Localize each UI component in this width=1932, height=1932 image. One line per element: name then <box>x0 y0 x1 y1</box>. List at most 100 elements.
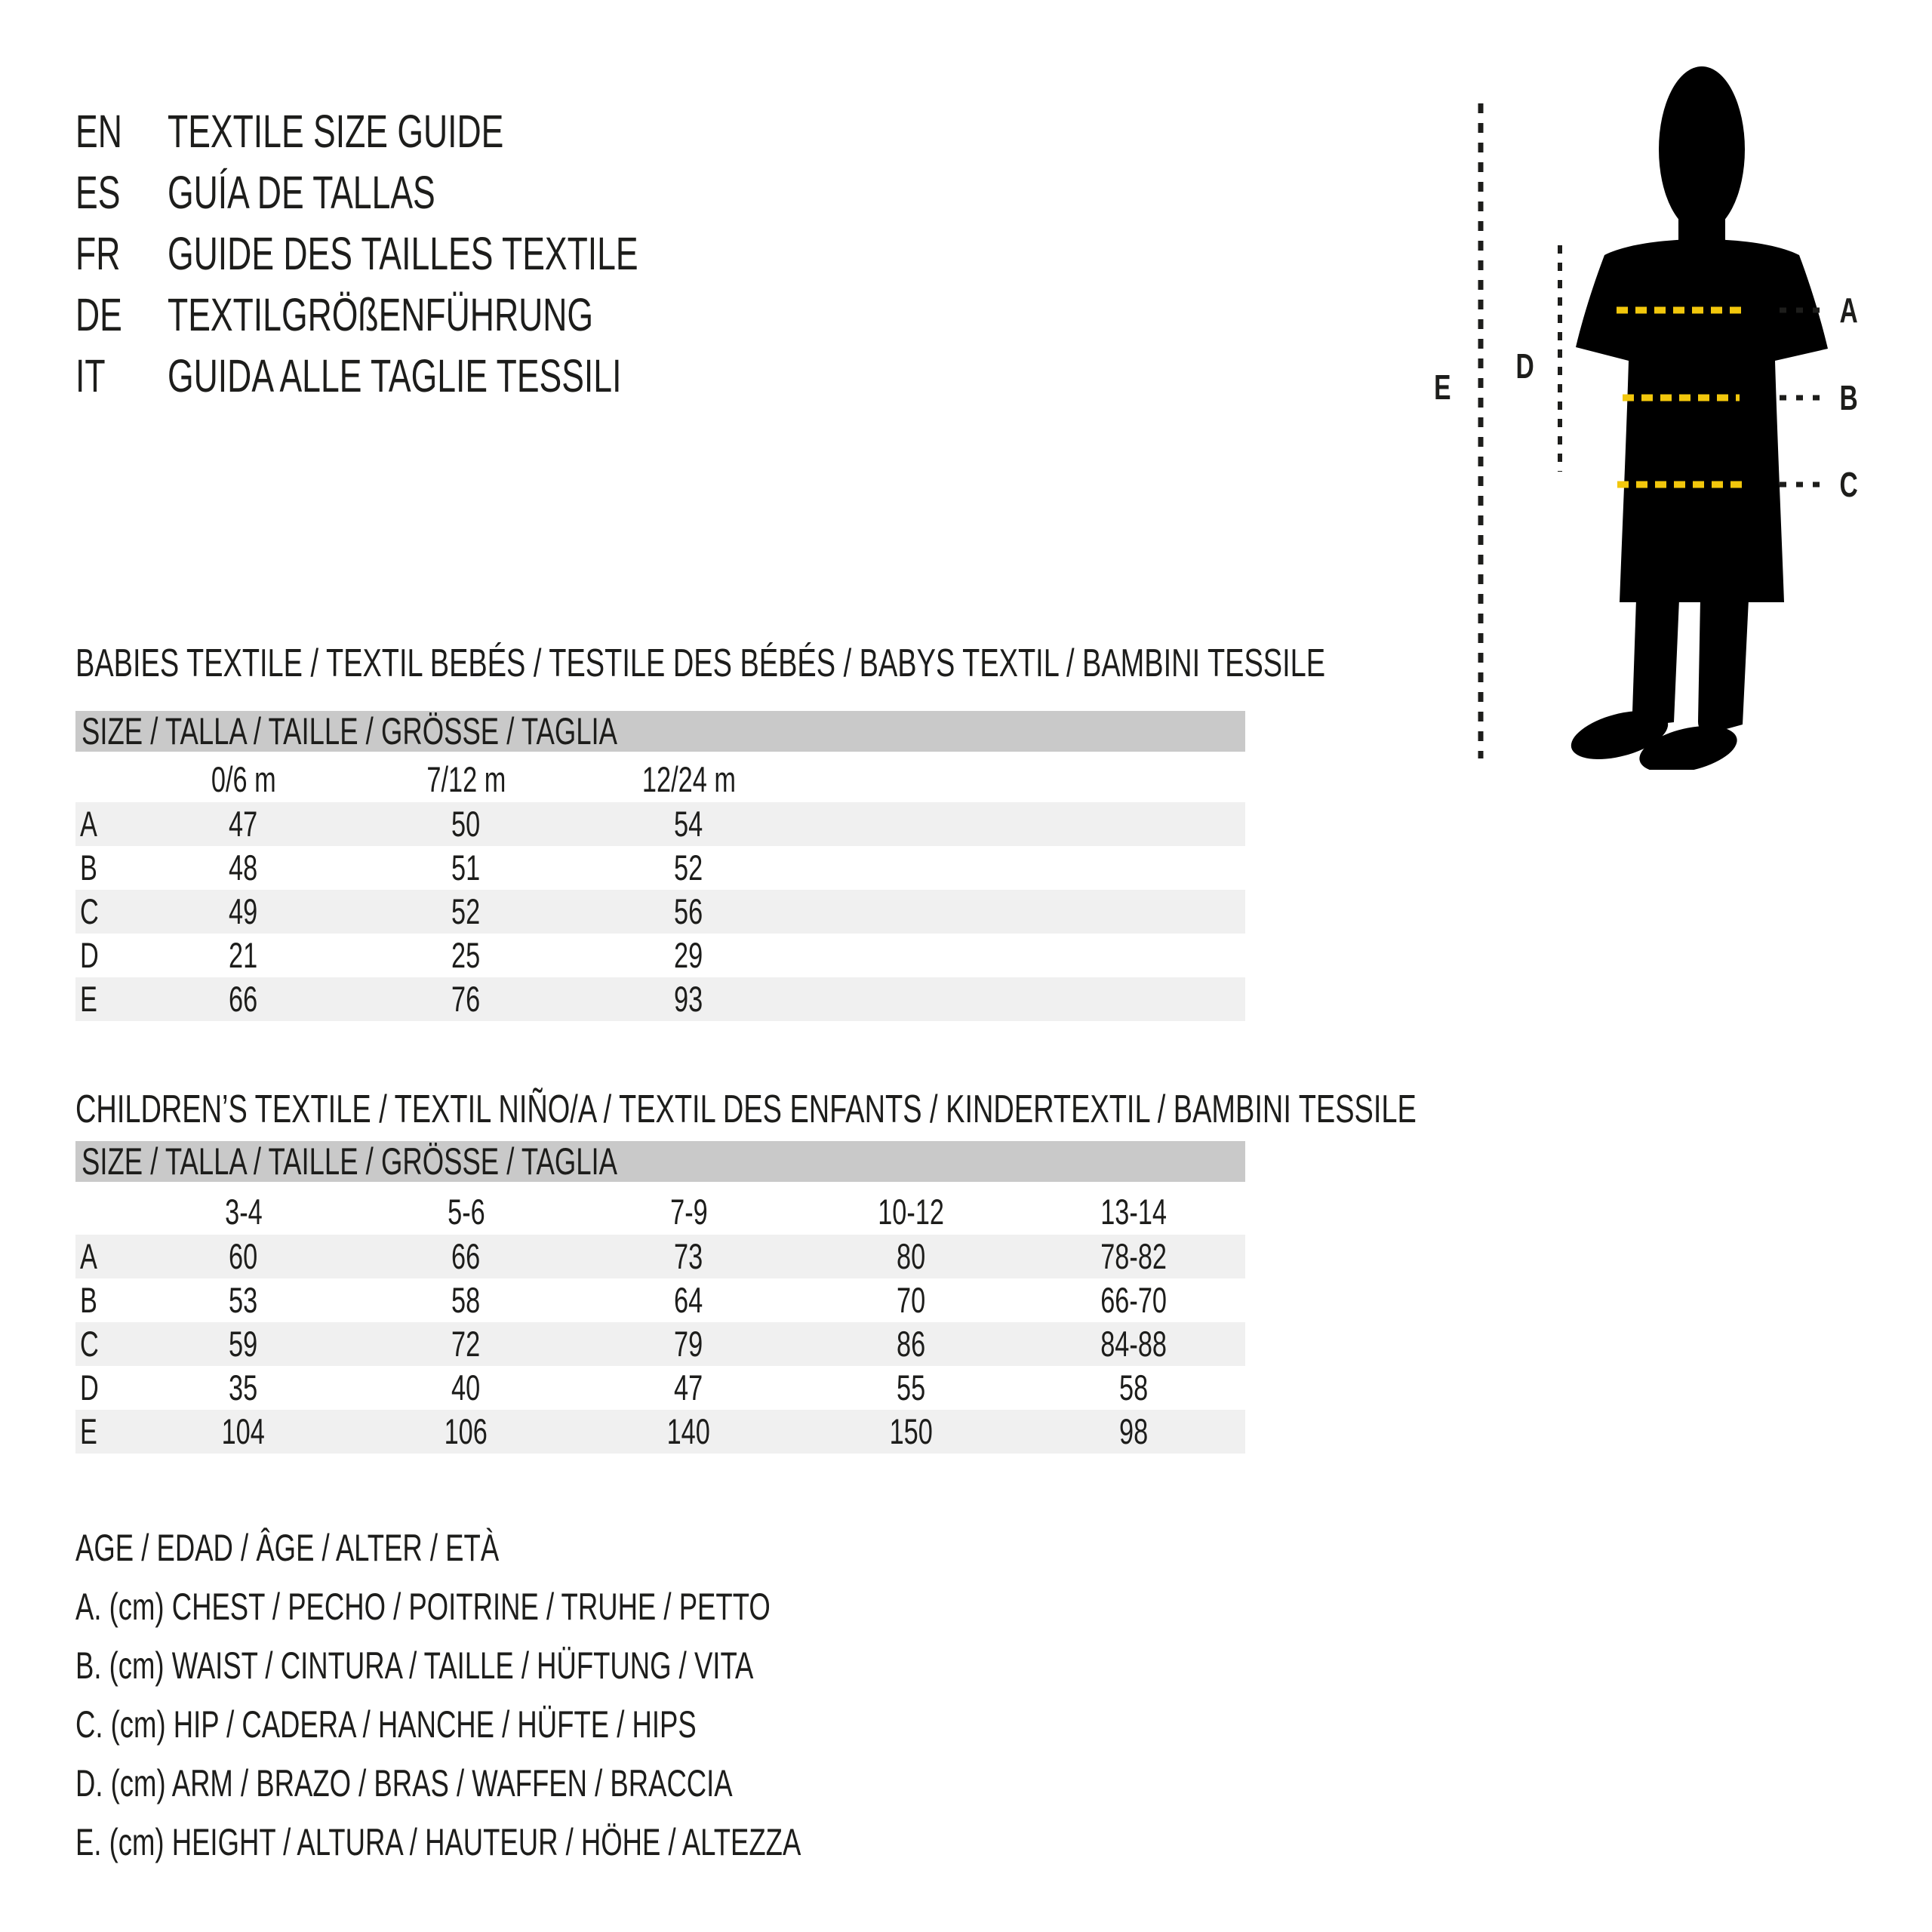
table-row: E 66 76 93 <box>75 977 1245 1021</box>
table-row: E 104 106 140 150 98 <box>75 1410 1245 1454</box>
babies-table-body: A 47 50 54 B 48 51 52 C 49 52 56 D 21 25 29 E 66 76 93 <box>75 802 1245 1021</box>
table-cell <box>1023 802 1245 846</box>
language-guide-title: TEXTILE SIZE GUIDE <box>168 106 504 157</box>
column-header: 13-14 <box>1100 1192 1168 1232</box>
column-header: 7/12 m <box>426 759 506 799</box>
table-cell: 58 <box>451 1280 481 1320</box>
children-table-title: CHILDREN’S TEXTILE / TEXTIL NIÑO/A / TEX… <box>75 1088 1417 1131</box>
row-label: B <box>80 848 97 888</box>
table-cell <box>1023 890 1245 934</box>
table-row: B 48 51 52 <box>75 846 1245 890</box>
table-cell: 21 <box>229 935 258 975</box>
table-cell <box>800 846 1023 890</box>
column-header: 7-9 <box>669 1192 708 1232</box>
figure-label-b: B <box>1839 378 1859 417</box>
table-cell: 54 <box>674 804 703 844</box>
table-cell: 49 <box>229 891 258 931</box>
children-size-header-band: SIZE / TALLA / TAILLE / GRÖSSE / TAGLIA <box>75 1141 1245 1182</box>
table-cell: 66 <box>451 1236 481 1276</box>
table-cell: 72 <box>451 1324 481 1364</box>
language-row: IT GUIDA ALLE TAGLIE TESSILI <box>75 346 812 407</box>
table-cell <box>800 934 1023 977</box>
figure-left-shoe <box>1571 711 1669 759</box>
table-cell: 70 <box>897 1280 926 1320</box>
language-code: DE <box>75 289 122 340</box>
language-row: FR GUIDE DES TAILLES TEXTILE <box>75 223 812 285</box>
row-label: C <box>80 1324 99 1364</box>
table-row: B 53 58 64 70 66-70 <box>75 1278 1245 1322</box>
measurement-legend: AGE / EDAD / ÂGE / ALTER / ETÀ A. (cm) CH… <box>75 1518 1069 1872</box>
table-cell: 53 <box>229 1280 258 1320</box>
language-code: FR <box>75 228 121 279</box>
legend-line: A. (cm) CHEST / PECHO / POITRINE / TRUHE… <box>75 1586 771 1628</box>
table-cell: 150 <box>889 1411 934 1451</box>
language-row: ES GUÍA DE TALLAS <box>75 162 812 223</box>
table-cell <box>1023 977 1245 1021</box>
table-cell: 55 <box>897 1367 926 1407</box>
language-row: EN TEXTILE SIZE GUIDE <box>75 101 812 162</box>
row-label: D <box>80 935 99 975</box>
language-guide-title: TEXTILGRÖßENFÜHRUNG <box>168 289 594 340</box>
table-cell: 104 <box>221 1411 266 1451</box>
table-cell: 51 <box>451 848 481 888</box>
table-cell: 40 <box>451 1367 481 1407</box>
table-cell: 80 <box>897 1236 926 1276</box>
table-cell: 79 <box>674 1324 703 1364</box>
table-row: C 59 72 79 86 84-88 <box>75 1322 1245 1366</box>
children-column-header-row: 3-4 5-6 7-9 10-12 13-14 <box>75 1191 1245 1233</box>
table-cell: 50 <box>451 804 481 844</box>
legend-line: B. (cm) WAIST / CINTURA / TAILLE / HÜFTU… <box>75 1644 754 1687</box>
figure-head <box>1659 66 1745 232</box>
language-title-list: EN TEXTILE SIZE GUIDE ES GUÍA DE TALLAS FR GU… <box>75 101 812 407</box>
babies-size-table: BABIES TEXTILE / TEXTIL BEBÉS / TESTILE … <box>75 644 1325 1023</box>
row-label: C <box>80 891 99 931</box>
table-cell: 56 <box>674 891 703 931</box>
language-code: ES <box>75 167 121 218</box>
table-cell: 35 <box>229 1367 258 1407</box>
table-cell: 106 <box>444 1411 488 1451</box>
legend-line: C. (cm) HIP / CADERA / HANCHE / HÜFTE / … <box>75 1703 697 1746</box>
table-cell: 29 <box>674 935 703 975</box>
table-cell: 84-88 <box>1100 1324 1168 1364</box>
column-header: 12/24 m <box>641 759 736 799</box>
column-header <box>800 758 1023 801</box>
table-cell: 140 <box>666 1411 711 1451</box>
language-code: IT <box>75 350 106 401</box>
children-size-table: CHILDREN’S TEXTILE / TEXTIL NIÑO/A / TEX… <box>75 1090 1417 1454</box>
table-cell: 59 <box>229 1324 258 1364</box>
table-cell: 78-82 <box>1100 1236 1168 1276</box>
table-row: A 47 50 54 <box>75 802 1245 846</box>
table-cell: 66 <box>229 979 258 1019</box>
row-label: A <box>80 804 97 844</box>
row-label: E <box>80 979 97 1019</box>
language-guide-title: GUIDA ALLE TAGLIE TESSILI <box>168 350 622 401</box>
figure-label-d: D <box>1515 346 1535 386</box>
table-cell <box>1023 934 1245 977</box>
table-row: C 49 52 56 <box>75 890 1245 934</box>
figure-left-leg <box>1632 599 1679 726</box>
figure-right-leg <box>1698 599 1749 734</box>
table-cell: 25 <box>451 935 481 975</box>
table-cell: 76 <box>451 979 481 1019</box>
table-cell: 47 <box>674 1367 703 1407</box>
children-table-body: A 60 66 73 80 78-82 B 53 58 64 70 66-70 C 59 72 79 86 84-… <box>75 1235 1245 1454</box>
child-measurement-figure: A B C D E <box>1419 60 1932 770</box>
table-cell <box>800 890 1023 934</box>
column-header: 0/6 m <box>211 759 276 799</box>
table-cell: 73 <box>674 1236 703 1276</box>
column-header: 10-12 <box>878 1192 945 1232</box>
table-cell: 60 <box>229 1236 258 1276</box>
table-cell <box>800 802 1023 846</box>
column-header-spacer <box>75 758 132 801</box>
column-header: 5-6 <box>447 1192 485 1232</box>
table-row: A 60 66 73 80 78-82 <box>75 1235 1245 1278</box>
table-cell: 48 <box>229 848 258 888</box>
language-code: EN <box>75 106 122 157</box>
child-silhouette-icon <box>1478 66 1828 770</box>
table-cell: 98 <box>1119 1411 1149 1451</box>
babies-column-header-row: 0/6 m 7/12 m 12/24 m <box>75 758 1245 801</box>
figure-shirt <box>1576 239 1828 602</box>
table-cell: 52 <box>674 848 703 888</box>
figure-label-c: C <box>1839 465 1859 504</box>
